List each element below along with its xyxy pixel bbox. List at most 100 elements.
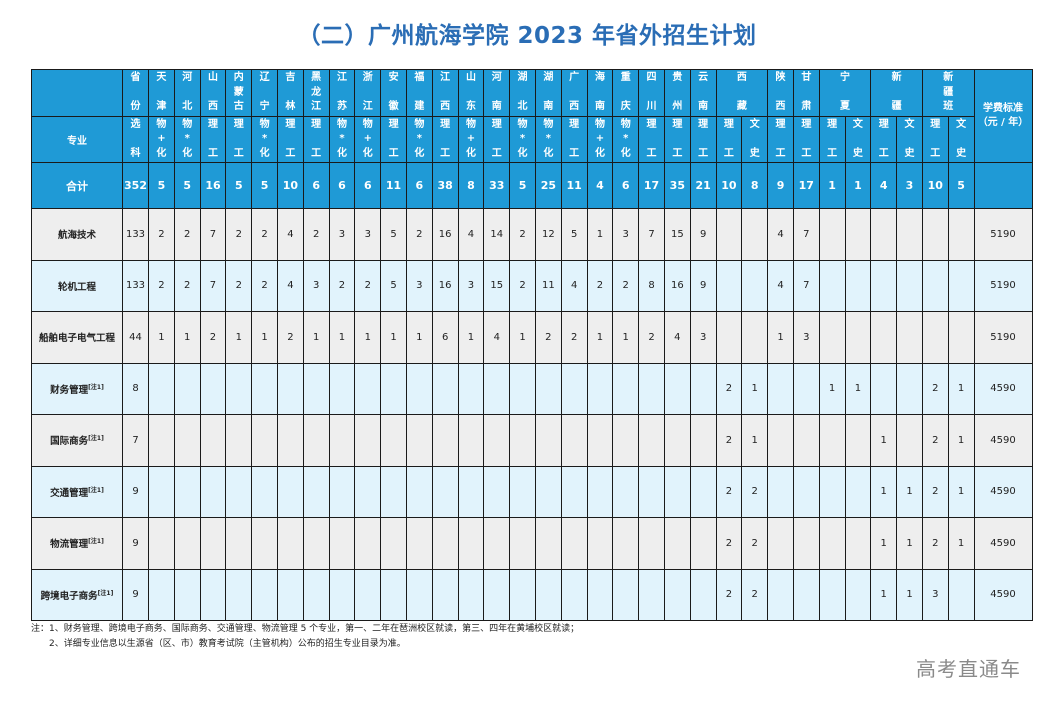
total-cell-text: 5 [260,179,269,192]
header-province: 江 西 [431,69,459,117]
header-province-text: 江 苏 [336,72,347,113]
quota-cell: 1 [225,311,253,364]
header-subject: 理 工 [870,116,898,163]
major-note: [注1] [88,435,104,443]
total-cell-text: 5 [518,179,527,192]
quota-cell-text: 4 [287,228,294,240]
header-province: 安 徽 [380,69,407,117]
total-cell-text: 4 [596,179,604,192]
total-cell-text: 17 [643,179,660,192]
header-province-text: 四 川 [646,72,657,113]
header-province: 西 藏 [715,69,769,117]
total-cell: 6 [328,162,356,209]
total-cell: 10 [715,162,743,209]
quota-cell [896,208,923,261]
quota-cell-text: 1 [184,331,191,343]
quota-cell [741,259,769,312]
tuition-cell: 5190 [973,259,1033,312]
row-sum: 133 [122,208,149,261]
quota-cell: 1 [870,414,898,467]
quota-cell [483,517,511,570]
table-row: 国际商务[注1] 7 2 1 1 2 1 4590 [31,414,1033,467]
header-subject: 物 + 化 [148,116,175,163]
quota-cell: 1 [405,311,433,364]
quota-cell [173,465,201,518]
quota-cell [663,414,691,467]
quota-cell-text: 2 [751,589,758,601]
total-cell-text: 9 [776,179,785,192]
quota-cell: 7 [199,208,227,261]
quota-cell-text: 9 [699,280,707,292]
quota-cell-text: 4 [467,228,475,240]
header-province: 四 川 [638,69,665,117]
quota-cell [199,517,227,570]
major-note: [注1] [88,383,104,391]
quota-cell [638,465,665,518]
quota-cell: 3 [457,259,485,312]
quota-cell-text: 2 [364,280,371,292]
quota-cell: 2 [405,208,433,261]
quota-cell: 3 [328,208,356,261]
quota-cell [663,362,691,415]
quota-cell-text: 1 [957,383,965,395]
quota-cell-text: 1 [777,331,784,343]
tuition-cell-text: 4590 [990,486,1016,498]
quota-cell-text: 3 [364,228,371,240]
quota-cell [586,568,614,621]
header-subject: 物 * 化 [173,116,201,163]
quota-cell: 1 [870,465,898,518]
table-row: 轮机工程 133 2 2 7 2 2 4 3 2 2 5 3 16 3 15 2 11 4 2 2 8 16 9 4 7 5190 [31,259,1033,312]
quota-cell [225,465,253,518]
header-row-subject: 专业 选 科 物 + 化 物 * 化 理 工 理 工 物 * 化 理 工 理 工 物 * 化 物 +… [31,116,1033,163]
header-subject-text: 理 工 [698,118,709,159]
quota-cell [741,311,769,364]
quota-cell [405,362,433,415]
quota-cell: 1 [173,311,201,364]
header-subject: 文 史 [896,116,923,163]
quota-cell: 4 [276,208,304,261]
header-subject: 物 * 化 [251,116,278,163]
quota-cell [844,311,872,364]
quota-cell [148,568,175,621]
header-province: 内 蒙 古 [225,69,253,117]
major-note: [注1] [88,538,104,546]
total-cell: 5 [947,162,975,209]
quota-cell: 2 [741,517,769,570]
quota-cell [380,465,407,518]
quota-cell [586,362,614,415]
header-subject: 理 工 [560,116,588,163]
header-subject: 物 + 化 [457,116,485,163]
quota-cell-text: 2 [184,228,191,240]
header-subject-text: 理 工 [233,118,244,159]
total-cell: 38 [431,162,459,209]
quota-cell [534,568,562,621]
quota-cell [276,517,304,570]
quota-cell [818,208,846,261]
major-name: 轮机工程 [57,281,96,293]
quota-cell: 2 [354,259,382,312]
header-province-text: 湖 北 [517,72,528,113]
tuition-cell: 5190 [973,311,1033,364]
quota-cell [225,517,253,570]
quota-cell: 2 [534,311,562,364]
quota-cell: 3 [921,568,949,621]
quota-cell [276,465,304,518]
quota-cell: 2 [251,208,278,261]
quota-cell: 9 [689,259,717,312]
table-row: 物流管理[注1] 9 2 2 1 1 2 1 4590 [31,517,1033,570]
total-cell-text: 5 [157,179,166,192]
header-subject: 理 工 [921,116,949,163]
header-subject-text: 理 工 [930,118,941,159]
quota-cell [560,414,588,467]
quota-cell: 2 [302,208,330,261]
header-subject-text: 理 工 [440,118,451,159]
quota-cell [560,362,588,415]
total-cell-text: 38 [437,179,453,192]
total-cell-text: 10 [282,179,299,192]
quota-cell [921,208,949,261]
quota-cell-text: 11 [541,280,555,292]
header-subject-text: 理 工 [646,118,657,159]
total-cell: 6 [354,162,382,209]
quota-cell [947,259,975,312]
quota-cell [870,208,898,261]
